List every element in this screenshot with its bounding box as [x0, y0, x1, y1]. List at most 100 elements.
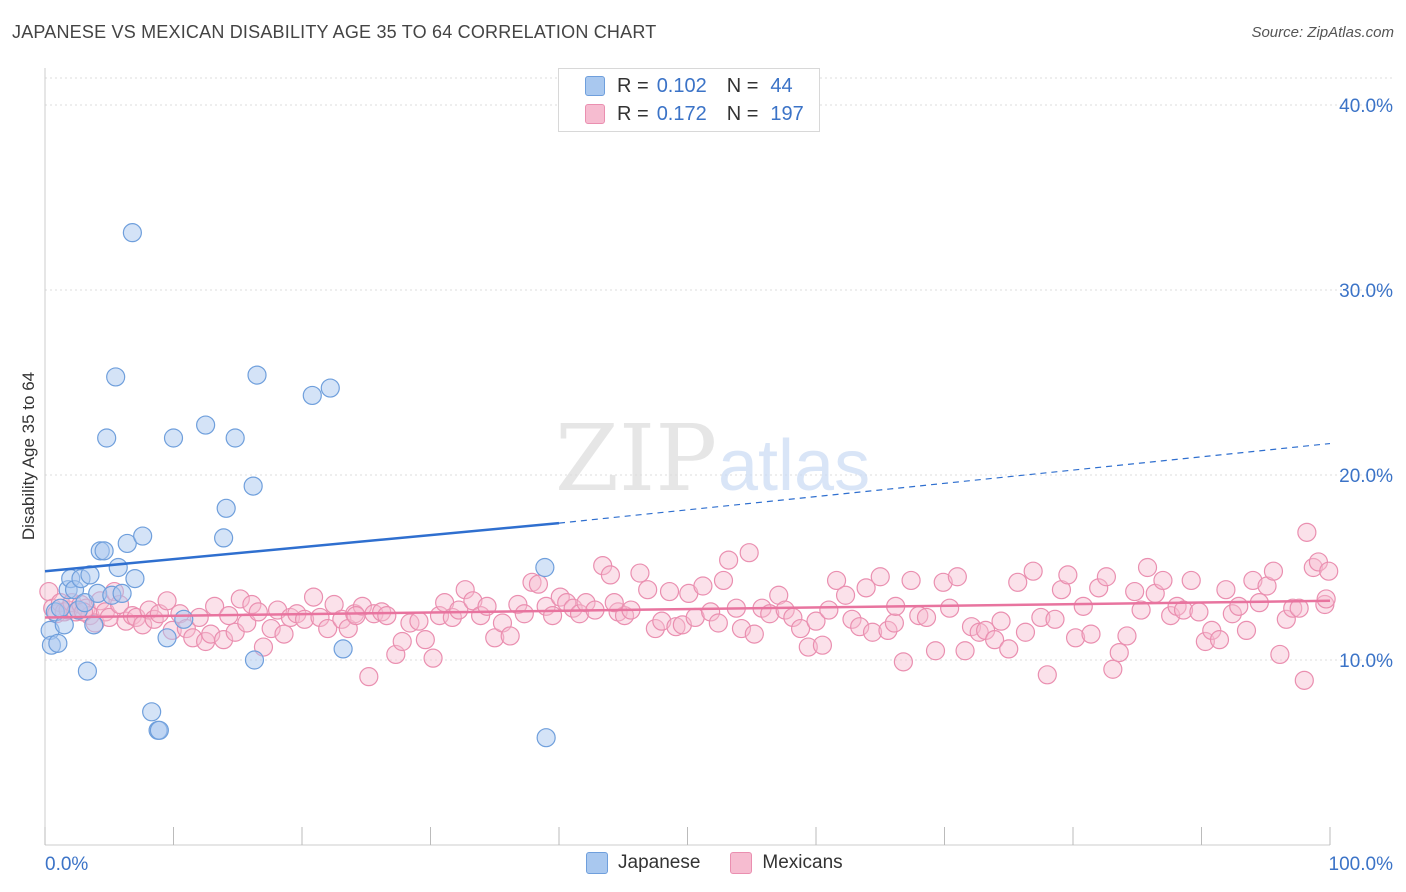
japanese-point — [196, 415, 216, 435]
japanese-point — [117, 533, 137, 554]
japanese-point — [122, 223, 142, 243]
japanese-point — [48, 633, 68, 653]
trend-lines — [44, 442, 1331, 619]
japanese-point — [216, 498, 236, 518]
mexicans-point — [1131, 600, 1151, 620]
mexicans-point — [884, 613, 904, 633]
mexicans-point — [856, 578, 876, 598]
mexicans-point — [790, 618, 811, 639]
japanese-point — [75, 593, 95, 613]
x-tick-label-min: 0.0% — [45, 854, 88, 875]
japanese-point — [320, 378, 340, 398]
mexicans-point — [719, 550, 739, 570]
japanese-point — [536, 728, 556, 748]
japanese-point — [50, 598, 71, 618]
mexicans-point — [659, 581, 680, 602]
japanese-point — [77, 661, 98, 681]
mexicans-point — [775, 600, 795, 620]
japanese-point — [214, 528, 234, 548]
mexicans-swatch — [585, 104, 605, 124]
r-value: 0.172 — [656, 102, 707, 125]
mexicans-point — [870, 567, 890, 587]
mexicans-point — [1031, 607, 1051, 628]
y-tick-label: 30.0% — [1339, 281, 1393, 302]
mexicans-point — [392, 631, 412, 652]
mexicans-point — [1276, 609, 1296, 629]
watermark-zip: ZIP — [555, 405, 717, 512]
mexicans-point — [693, 576, 713, 596]
japanese-point — [302, 385, 322, 406]
mexicans-point — [708, 613, 728, 633]
mexicans-point — [183, 628, 203, 648]
mexicans-point — [1096, 567, 1117, 587]
mexicans-point — [1023, 561, 1043, 581]
y-axis-label: Disability Age 35 to 64 — [19, 372, 38, 540]
mexicans-point — [318, 618, 338, 639]
mexicans-point — [744, 624, 764, 644]
mexicans-point — [522, 572, 542, 592]
mexicans-point — [1137, 557, 1158, 578]
japanese-point — [333, 639, 353, 659]
mexicans-point — [947, 567, 967, 587]
r-value: 0.102 — [656, 74, 707, 97]
mexicans-point — [925, 641, 946, 661]
mexicans-point — [242, 594, 262, 615]
mexicans-point — [933, 572, 953, 592]
y-tick-label: 10.0% — [1339, 651, 1393, 672]
legend-item-mexicans[interactable]: Mexicans — [730, 852, 843, 874]
series-legend: Japanese Mexicans — [586, 852, 873, 874]
mexicans-point — [798, 637, 818, 657]
mexicans-point — [739, 543, 759, 563]
r-label: R = — [617, 102, 649, 125]
mexicans-point — [645, 618, 665, 639]
n-value: 197 — [770, 102, 804, 125]
mexicans-point — [346, 605, 366, 626]
mexicans-point — [409, 611, 429, 631]
japanese-point — [84, 615, 104, 635]
mexicans-point — [826, 570, 847, 591]
stats-legend: R = 0.102 N = 44 R = 0.172 N = 197 — [558, 68, 820, 132]
mexicans-point — [666, 617, 686, 637]
mexicans-point — [214, 630, 234, 650]
mexicans-point — [819, 600, 839, 620]
mexicans-point — [1065, 628, 1086, 648]
mexicans-point — [248, 602, 268, 622]
mexicans-point — [359, 667, 379, 687]
tick-labels: 10.0% 20.0% 30.0% 40.0% 0.0% 100.0% — [45, 96, 1393, 875]
japanese-point — [163, 428, 184, 448]
mexicans-point — [1294, 670, 1314, 690]
japanese-point — [94, 541, 114, 561]
mexicans-point — [1153, 570, 1173, 591]
mexicans-point — [1089, 578, 1109, 598]
legend-label-mexicans: Mexicans — [762, 852, 843, 873]
japanese-point — [174, 609, 194, 629]
n-label: N = — [726, 102, 759, 125]
source-label: Source: ZipAtlas.com — [1251, 24, 1394, 41]
mexicans-point — [901, 570, 921, 591]
mexicans-point — [1222, 604, 1242, 624]
mexicans-point — [542, 605, 563, 626]
japanese-point — [535, 557, 555, 578]
japanese-points — [40, 223, 556, 748]
mexicans-point — [1283, 598, 1303, 618]
mexicans-point — [1209, 630, 1230, 650]
legend-label-japanese: Japanese — [618, 852, 701, 873]
mexicans-point — [955, 641, 975, 661]
mexicans-point — [352, 596, 372, 616]
mexicans-point — [1270, 644, 1290, 665]
mexicans-point — [455, 580, 475, 600]
mexicans-point — [630, 563, 650, 583]
mexicans-point — [230, 589, 250, 609]
r-label: R = — [617, 74, 649, 97]
mexicans-point — [600, 565, 621, 585]
legend-item-japanese[interactable]: Japanese — [586, 852, 700, 874]
mexicans-point — [1297, 522, 1317, 542]
japanese-point — [247, 365, 267, 385]
mexicans-point — [1289, 598, 1309, 618]
mexicans-point — [1015, 622, 1036, 642]
legend-row-mexicans: R = 0.172 N = 197 — [585, 101, 804, 127]
japanese-point — [97, 428, 117, 448]
mexicans-point — [638, 580, 658, 600]
japanese-point — [225, 428, 245, 448]
